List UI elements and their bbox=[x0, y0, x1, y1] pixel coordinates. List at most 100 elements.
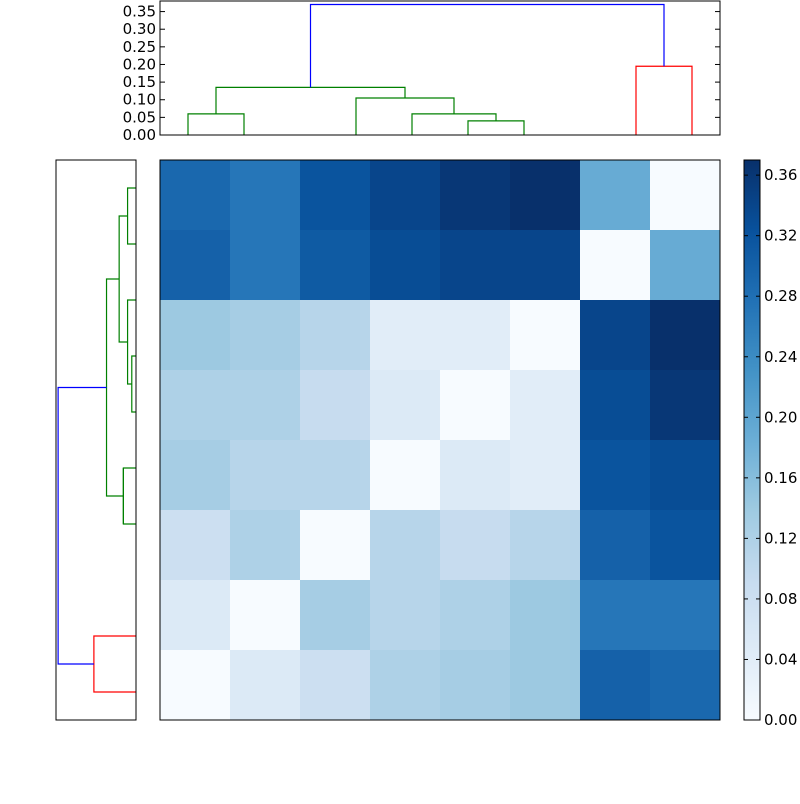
heatmap-cell bbox=[580, 650, 651, 721]
heatmap-cell bbox=[230, 370, 301, 441]
heatmap-cell bbox=[300, 510, 371, 581]
top-dendrogram bbox=[159, 0, 721, 136]
heatmap-cell bbox=[230, 160, 301, 231]
heatmap-cell bbox=[650, 650, 721, 721]
heatmap-cell bbox=[230, 510, 301, 581]
heatmap-cell bbox=[300, 580, 371, 651]
heatmap-cell bbox=[370, 370, 441, 441]
top-dendrogram-link bbox=[309, 3, 665, 88]
heatmap-cell bbox=[510, 160, 581, 231]
heatmap-cell bbox=[230, 440, 301, 511]
heatmap-cell bbox=[160, 650, 231, 721]
heatmap-cell bbox=[230, 230, 301, 301]
heatmap-cell bbox=[370, 580, 441, 651]
heatmap-cell bbox=[370, 300, 441, 371]
colorbar-tick-label: 0.24 bbox=[764, 348, 797, 366]
heatmap-cell bbox=[580, 300, 651, 371]
heatmap-cell bbox=[440, 580, 511, 651]
top-dendrogram-link bbox=[635, 65, 693, 135]
colorbar-tick-label: 0.36 bbox=[764, 166, 797, 184]
colorbar-tick-label: 0.00 bbox=[764, 711, 797, 729]
colorbar-tick-label: 0.12 bbox=[764, 529, 797, 547]
heatmap-cell bbox=[300, 160, 371, 231]
heatmap-cell bbox=[370, 160, 441, 231]
heatmap-cell bbox=[650, 440, 721, 511]
heatmap-cell bbox=[510, 370, 581, 441]
top-dendrogram-axis: 0.000.050.100.150.200.250.300.35 bbox=[123, 3, 720, 144]
heatmap-cell bbox=[650, 580, 721, 651]
colorbar-tick-label: 0.16 bbox=[764, 469, 797, 487]
heatmap-cell bbox=[580, 370, 651, 441]
heatmap-cell bbox=[160, 160, 231, 231]
heatmap-cell bbox=[580, 160, 651, 231]
heatmap-cell bbox=[370, 230, 441, 301]
heatmap-cell bbox=[650, 230, 721, 301]
left-dendrogram-link bbox=[105, 278, 124, 497]
heatmap-cell bbox=[300, 300, 371, 371]
top-dendrogram-tick-label: 0.00 bbox=[123, 126, 156, 144]
heatmap-cell bbox=[580, 230, 651, 301]
heatmap-cell bbox=[440, 650, 511, 721]
heatmap bbox=[159, 159, 721, 721]
heatmap-cell bbox=[440, 160, 511, 231]
heatmap-cell bbox=[370, 440, 441, 511]
heatmap-cell bbox=[510, 230, 581, 301]
heatmap-cell bbox=[440, 510, 511, 581]
colorbar-tick-label: 0.08 bbox=[764, 590, 797, 608]
heatmap-cell bbox=[580, 580, 651, 651]
heatmap-cell bbox=[440, 440, 511, 511]
top-dendrogram-frame bbox=[159, 0, 721, 136]
heatmap-cell bbox=[160, 370, 231, 441]
left-dendrogram-link bbox=[57, 386, 107, 665]
left-dendrogram-frame bbox=[55, 159, 137, 721]
heatmap-cell bbox=[160, 230, 231, 301]
top-dendrogram-link bbox=[467, 120, 525, 135]
top-dendrogram-link bbox=[215, 86, 406, 114]
colorbar-tick-label: 0.28 bbox=[764, 287, 797, 305]
heatmap-cell bbox=[510, 510, 581, 581]
heatmap-cell bbox=[440, 300, 511, 371]
top-dendrogram-tick-label: 0.20 bbox=[123, 55, 156, 73]
top-dendrogram-tick-label: 0.05 bbox=[123, 108, 156, 126]
top-dendrogram-tick-label: 0.35 bbox=[123, 3, 156, 21]
heatmap-cell bbox=[230, 580, 301, 651]
heatmap-cell bbox=[230, 300, 301, 371]
colorbar-tick-label: 0.20 bbox=[764, 408, 797, 426]
heatmap-cell bbox=[300, 370, 371, 441]
heatmap-cell bbox=[300, 440, 371, 511]
heatmap-cell bbox=[160, 580, 231, 651]
heatmap-cell bbox=[510, 300, 581, 371]
top-dendrogram-link bbox=[411, 113, 497, 135]
heatmap-cell bbox=[440, 370, 511, 441]
left-dendrogram bbox=[55, 159, 137, 721]
top-dendrogram-link bbox=[187, 113, 245, 135]
heatmap-cell bbox=[160, 440, 231, 511]
heatmap-cell bbox=[300, 650, 371, 721]
top-dendrogram-tick-label: 0.10 bbox=[123, 91, 156, 109]
colorbar-gradient bbox=[743, 159, 761, 721]
heatmap-frame bbox=[159, 159, 721, 721]
heatmap-cell bbox=[230, 650, 301, 721]
left-dendrogram-link bbox=[126, 299, 136, 385]
heatmap-cell bbox=[650, 160, 721, 231]
colorbar: 0.00 0.04 0.08 0.12 0.16 0.20 0.24 0.28 0.32 0.36 bbox=[743, 159, 797, 729]
top-dendrogram-link bbox=[355, 97, 455, 135]
heatmap-cell bbox=[370, 510, 441, 581]
heatmap-cell bbox=[650, 510, 721, 581]
heatmap-cell bbox=[580, 510, 651, 581]
heatmap-cell bbox=[510, 440, 581, 511]
colorbar-tick-label: 0.04 bbox=[764, 650, 797, 668]
left-dendrogram-link bbox=[122, 467, 136, 525]
left-dendrogram-link bbox=[118, 215, 128, 343]
heatmap-cell bbox=[650, 370, 721, 441]
heatmap-cell bbox=[650, 300, 721, 371]
left-dendrogram-link bbox=[131, 355, 136, 413]
heatmap-cell bbox=[300, 230, 371, 301]
colorbar-tick-label: 0.32 bbox=[764, 227, 797, 245]
heatmap-cell bbox=[510, 580, 581, 651]
heatmap-cell bbox=[440, 230, 511, 301]
top-dendrogram-tick-label: 0.30 bbox=[123, 20, 156, 38]
top-dendrogram-tick-label: 0.25 bbox=[123, 38, 156, 56]
heatmap-cell bbox=[510, 650, 581, 721]
